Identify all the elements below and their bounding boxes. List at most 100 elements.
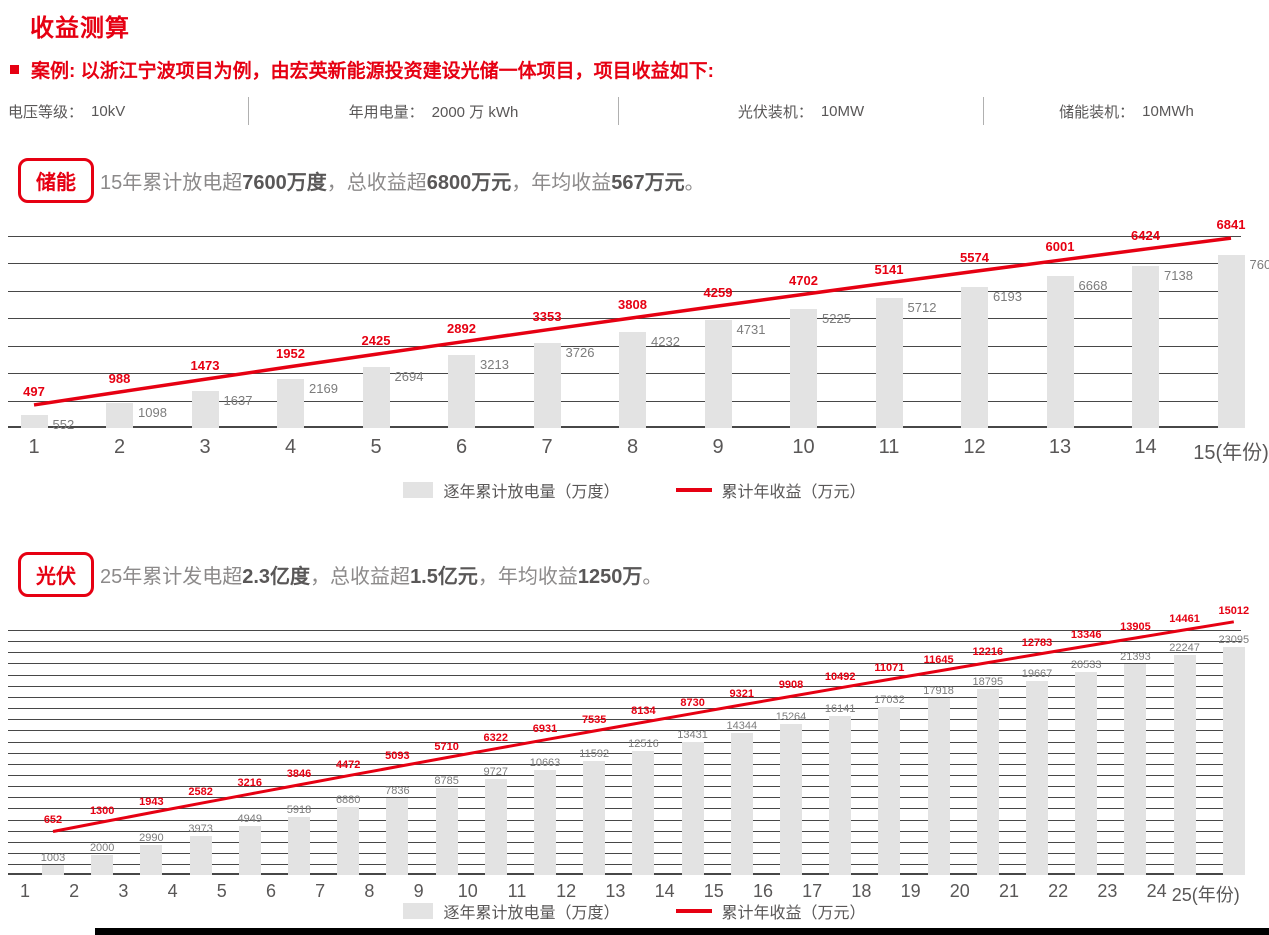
line-point-label: 7535 (581, 713, 607, 726)
bar (1046, 276, 1074, 428)
bar (780, 724, 802, 875)
gridline (8, 752, 1241, 754)
x-axis-label: 1 (28, 436, 40, 458)
x-axis-label: 4 (284, 436, 297, 458)
bar-value-label: 13431 (677, 729, 708, 742)
line-point-label: 12216 (972, 645, 1004, 658)
bar (730, 733, 753, 875)
headline-segment: 7600万度 (242, 172, 327, 194)
x-axis-label: 10 (792, 436, 815, 458)
gridline (8, 290, 1241, 292)
line-point-label: 988 (108, 371, 131, 386)
bar (1222, 647, 1245, 875)
x-axis-label: 3 (199, 436, 211, 458)
page-title: 收益测算 (30, 15, 130, 42)
bar-value-label: 19667 (1021, 667, 1053, 680)
x-axis-label: 19 (900, 881, 921, 901)
bar (1132, 265, 1159, 428)
info-item-voltage: 电压等级： 10kV (0, 94, 248, 128)
line-point-label: 5574 (960, 250, 989, 266)
gridline (8, 830, 1241, 832)
line-point-label: 1943 (139, 795, 164, 808)
bar (632, 751, 655, 875)
bar (790, 309, 817, 428)
bar-value-label: 3973 (188, 822, 213, 835)
x-axis-line (8, 873, 1241, 875)
line-point-label: 9908 (778, 679, 804, 692)
x-axis-label: 8 (364, 881, 375, 901)
bar (681, 742, 704, 875)
gridline (8, 652, 1241, 654)
x-axis-label: 8 (626, 436, 639, 458)
line-point-label: 6931 (532, 722, 558, 735)
x-axis-label: 11 (878, 436, 900, 458)
legend-label: 累计年收益（万元） (721, 905, 866, 922)
headline-segment: ，年均收益 (477, 566, 578, 588)
line-point-label: 12783 (1021, 637, 1053, 650)
headline-segment: ，总收益超 (326, 172, 427, 194)
line-swatch-icon (675, 488, 712, 492)
line-point-label: 497 (23, 383, 45, 399)
gridline (8, 685, 1241, 687)
line-point-label: 6424 (1131, 228, 1160, 244)
headline-segment: 。 (642, 566, 663, 588)
bar (1075, 672, 1098, 875)
gridline (8, 696, 1241, 698)
bar (386, 797, 409, 875)
bar-value-label: 12516 (628, 738, 659, 751)
storage-badge: 储能 (18, 158, 94, 203)
x-axis-label: 16 (752, 881, 774, 901)
bar-value-label: 4731 (736, 322, 766, 338)
bar-value-label: 1003 (40, 852, 66, 865)
info-bar: 电压等级： 10kV 年用电量： 2000 万 kWh 光伏装机： 10MW 储… (0, 94, 1269, 128)
bar-value-label: 552 (52, 417, 75, 433)
bar-value-label: 17918 (923, 685, 954, 698)
bar-swatch-icon (403, 482, 434, 498)
gridline (8, 808, 1241, 810)
line-point-label: 6001 (1045, 239, 1075, 255)
bar-value-label: 10663 (529, 756, 561, 769)
bar-value-label: 7836 (385, 784, 410, 797)
x-axis-label: 23 (1097, 881, 1118, 901)
bar (534, 769, 556, 875)
legend-item-line: 累计年收益（万元） (675, 899, 866, 923)
bar (140, 845, 163, 875)
x-axis-label: 13 (1048, 436, 1072, 458)
info-item-pv-capacity: 光伏装机： 10MW (619, 94, 983, 128)
line-point-label: 14461 (1169, 612, 1200, 625)
bar-value-label: 16141 (824, 702, 856, 715)
info-label: 电压等级： (8, 103, 84, 121)
line-point-label: 11071 (874, 662, 905, 675)
x-axis-label: 2 (113, 436, 126, 458)
x-axis-label: 17 (802, 881, 823, 901)
gridline (8, 763, 1241, 765)
bar (191, 390, 219, 428)
line-point-label: 1952 (276, 345, 305, 361)
x-axis-label: 5 (216, 881, 227, 901)
bar (829, 715, 852, 875)
line-swatch-icon (675, 909, 712, 913)
bar (448, 354, 475, 428)
line-point-label: 9321 (729, 687, 755, 700)
legend-item-bars: 逐年累计放电量（万度） (403, 899, 620, 923)
bar (91, 855, 114, 875)
bar (1217, 255, 1245, 428)
x-axis-label: 6 (265, 881, 276, 901)
line-point-label: 6841 (1216, 217, 1246, 233)
bar-value-label: 2694 (394, 368, 424, 384)
x-axis-label: 7 (315, 881, 326, 901)
x-axis-label: 4 (167, 881, 178, 901)
x-axis-label: 18 (851, 881, 872, 901)
bar (484, 778, 507, 875)
line-point-label: 1300 (89, 805, 115, 818)
headline-segment: ，总收益超 (310, 566, 411, 588)
bar (927, 698, 950, 875)
line-point-label: 4702 (789, 273, 818, 289)
bar (238, 826, 261, 875)
x-axis-label: 11 (507, 881, 527, 901)
bar-value-label: 6668 (1078, 278, 1108, 294)
gridline (8, 674, 1241, 676)
bar (362, 366, 390, 428)
x-axis-label: 12 (556, 881, 577, 901)
bar-value-label: 3213 (480, 356, 509, 372)
